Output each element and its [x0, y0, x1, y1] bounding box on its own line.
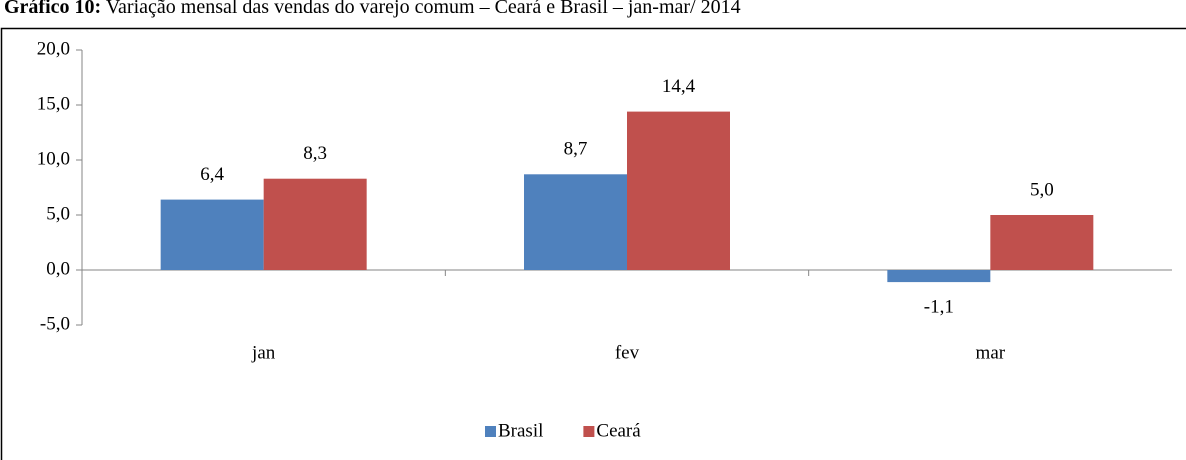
y-tick-label: 15,0: [37, 93, 70, 114]
chart-title: Gráfico 10: Variação mensal das vendas d…: [4, 0, 741, 18]
bar: [524, 174, 627, 270]
x-tick-label: fev: [615, 342, 640, 363]
title-prefix: Gráfico 10:: [4, 0, 101, 18]
data-label: 8,7: [564, 139, 588, 160]
bar: [263, 178, 367, 270]
data-label: 5,0: [1030, 179, 1054, 200]
x-tick-label: jan: [251, 342, 276, 363]
chart-border: [0, 27, 1186, 460]
y-tick-label: 5,0: [46, 203, 70, 224]
y-tick-label: -5,0: [40, 313, 70, 334]
legend-swatch: [583, 426, 595, 437]
data-label: -1,1: [924, 296, 954, 317]
y-tick-label: 20,0: [37, 38, 70, 59]
legend-label: Brasil: [498, 420, 543, 441]
y-tick-label: 10,0: [37, 148, 70, 169]
bar: [990, 215, 1094, 270]
legend-label: Ceará: [596, 420, 641, 441]
bar: [887, 270, 991, 283]
data-label: 14,4: [662, 76, 696, 97]
title-text: Variação mensal das vendas do varejo com…: [106, 0, 741, 18]
bar: [160, 199, 264, 270]
data-label: 6,4: [200, 164, 224, 185]
y-tick-label: 0,0: [46, 258, 70, 279]
x-tick-label: mar: [976, 342, 1006, 363]
bar: [627, 111, 730, 270]
data-label: 8,3: [303, 143, 327, 164]
legend-swatch: [485, 426, 496, 437]
